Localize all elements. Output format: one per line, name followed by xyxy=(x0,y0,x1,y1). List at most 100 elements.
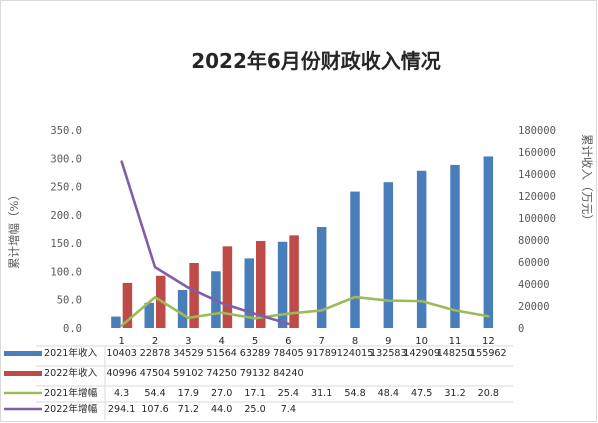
table-cell-value: 7.4 xyxy=(281,404,296,415)
bar-2021-revenue xyxy=(450,164,460,328)
left-tick-label: 200.0 xyxy=(50,210,82,222)
table-cell-value: 148250 xyxy=(437,348,474,359)
bar-2022-revenue xyxy=(256,240,266,328)
category-label: 5 xyxy=(252,336,258,347)
line-series xyxy=(120,160,490,327)
table-cell-value: 59102 xyxy=(173,368,204,379)
right-tick-label: 60000 xyxy=(518,257,550,269)
bar-series xyxy=(111,156,494,328)
table-cell-value: 4.3 xyxy=(114,388,129,399)
bar-2021-revenue xyxy=(177,290,188,328)
table-cell-value: 27.0 xyxy=(211,388,232,399)
table-cell-value: 40996 xyxy=(106,368,137,379)
table-cell-value: 79132 xyxy=(240,368,271,379)
right-tick-label: 0 xyxy=(518,323,524,335)
table-cell-value: 107.6 xyxy=(141,404,168,415)
table-cell-value: 155962 xyxy=(470,348,507,359)
line-2022-growth xyxy=(120,160,290,326)
left-axis-ticks: 0.0 50.0 100.0 150.0 200.0 250.0 300.0 350.0 xyxy=(50,125,82,335)
left-axis-label: 累计增幅（%） xyxy=(7,189,21,269)
table-cell-value: 63289 xyxy=(240,348,271,359)
table-cell-value: 294.1 xyxy=(108,404,135,415)
right-tick-label: 140000 xyxy=(518,169,556,181)
bar-2022-revenue xyxy=(122,282,133,328)
table-cell-value: 31.2 xyxy=(444,388,465,399)
legend-series-name: 2022年收入 xyxy=(44,367,98,379)
table-cell-value: 71.2 xyxy=(178,404,199,415)
bar-2021-revenue xyxy=(483,156,494,328)
category-label: 1 xyxy=(118,336,124,347)
left-tick-label: 250.0 xyxy=(50,182,82,194)
category-label: 12 xyxy=(482,336,495,347)
category-label: 2 xyxy=(152,336,158,347)
bar-2021-revenue xyxy=(111,316,121,328)
category-label: 4 xyxy=(218,336,224,347)
right-tick-label: 40000 xyxy=(518,279,550,291)
bar-2021-revenue xyxy=(383,182,394,328)
table-cell-value: 17.9 xyxy=(178,388,199,399)
legend-series-name: 2022年增幅 xyxy=(44,403,98,415)
table-cell-value: 47504 xyxy=(140,368,171,379)
table-cell-value: 44.0 xyxy=(211,404,232,415)
table-cell-value: 124015 xyxy=(337,348,374,359)
right-tick-label: 20000 xyxy=(518,301,550,313)
right-tick-label: 100000 xyxy=(518,213,556,225)
legend-series-name: 2021年增幅 xyxy=(44,387,98,399)
category-label: 3 xyxy=(185,336,191,347)
table-cell-value: 54.4 xyxy=(144,388,165,399)
table-cell-value: 48.4 xyxy=(378,388,399,399)
category-labels: 1 2 3 4 5 6 7 8 9 10 11 12 xyxy=(118,336,494,347)
table-cell-value: 142909 xyxy=(403,348,440,359)
bar-2021-revenue xyxy=(244,258,254,328)
table-cell-value: 47.5 xyxy=(411,388,432,399)
chart-title: 2022年6月份财政收入情况 xyxy=(191,49,441,73)
legend-key-bar xyxy=(4,351,42,356)
category-label: 8 xyxy=(352,336,358,347)
table-cell-value: 34529 xyxy=(173,348,204,359)
table-cell-value: 20.8 xyxy=(478,388,499,399)
bar-2022-revenue xyxy=(189,262,199,328)
right-axis-ticks: 0 20000 40000 60000 80000 100000 120000 140000 1… xyxy=(518,125,556,335)
bar-2021-revenue xyxy=(350,191,360,328)
table-cell-value: 31.1 xyxy=(311,388,332,399)
left-tick-label: 150.0 xyxy=(50,238,82,250)
category-label: 11 xyxy=(449,336,462,347)
table-cell-value: 10403 xyxy=(106,348,137,359)
left-tick-label: 50.0 xyxy=(57,295,82,307)
right-tick-label: 120000 xyxy=(518,191,556,203)
category-label: 6 xyxy=(285,336,291,347)
bar-2021-revenue xyxy=(416,170,427,328)
bar-2021-revenue xyxy=(144,302,154,328)
table-cell-value: 91789 xyxy=(306,348,337,359)
right-y-axis-title: 累计收入（万元） xyxy=(580,134,594,226)
right-tick-label: 180000 xyxy=(518,125,556,137)
table-cell-value: 132583 xyxy=(370,348,407,359)
table-cell-value: 22878 xyxy=(140,348,171,359)
left-y-axis-title: 累计增幅（%） xyxy=(7,189,21,269)
right-tick-label: 80000 xyxy=(518,235,550,247)
table-cell-value: 51564 xyxy=(206,348,237,359)
table-cell-value: 74250 xyxy=(206,368,237,379)
bar-2022-revenue xyxy=(222,246,233,328)
bar-2021-revenue xyxy=(277,241,288,328)
table-cell-value: 25.4 xyxy=(278,388,299,399)
category-label: 10 xyxy=(415,336,428,347)
bar-2022-revenue xyxy=(289,235,299,328)
table-cell-value: 54.8 xyxy=(344,388,365,399)
category-label: 9 xyxy=(385,336,391,347)
right-tick-label: 160000 xyxy=(518,147,556,159)
left-tick-label: 0.0 xyxy=(63,323,82,335)
left-tick-label: 350.0 xyxy=(50,125,82,137)
legend-series-name: 2021年收入 xyxy=(44,347,98,359)
table-cell-value: 78405 xyxy=(273,348,304,359)
left-tick-label: 300.0 xyxy=(50,153,82,165)
data-table: 2021年收入 10403 22878 34529 51564 63289 78405 917… xyxy=(4,345,513,420)
legend-key-bar xyxy=(4,371,42,376)
table-cell-value: 25.0 xyxy=(244,404,265,415)
right-axis-label: 累计收入（万元） xyxy=(580,134,594,226)
bar-2021-revenue xyxy=(316,227,327,328)
table-cell-value: 17.1 xyxy=(244,388,265,399)
line-2021-growth xyxy=(120,295,490,327)
